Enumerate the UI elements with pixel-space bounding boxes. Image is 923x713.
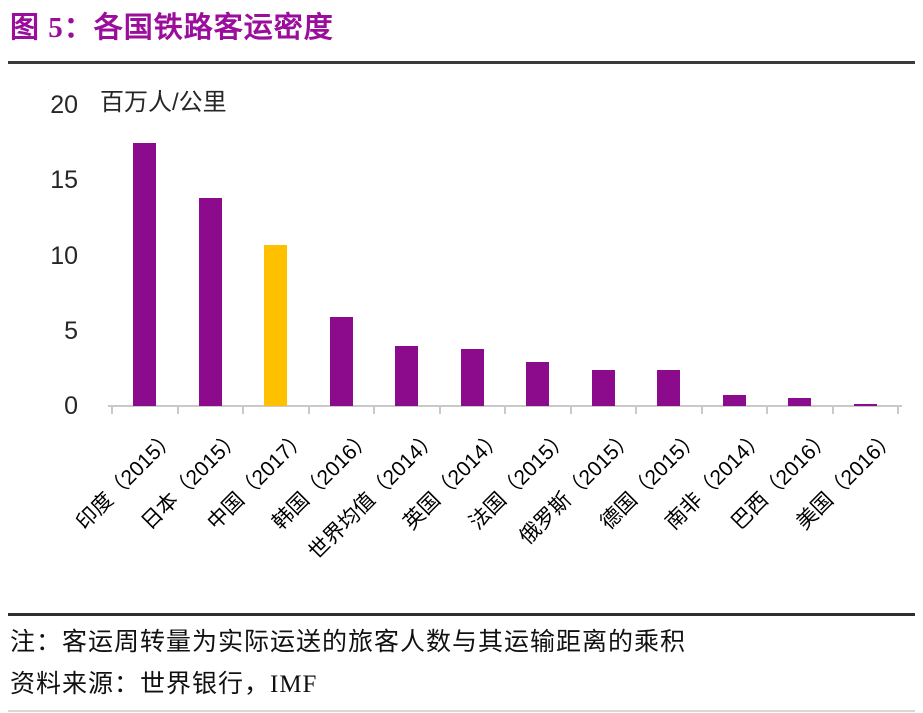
y-axis-tick-label: 10 xyxy=(50,241,78,270)
x-axis-tick-mark xyxy=(766,406,768,414)
x-axis-tick-mark xyxy=(242,406,244,414)
y-axis-tick-label: 20 xyxy=(50,91,78,119)
bar-南非（2014） xyxy=(722,395,746,406)
chart-source: 资料来源：世界银行，IMF xyxy=(10,671,318,698)
bar-日本（2015） xyxy=(198,198,222,406)
x-axis-tick-mark xyxy=(307,406,310,414)
x-axis-tick-mark xyxy=(373,406,375,414)
x-axis-tick-mark xyxy=(635,406,637,414)
y-axis-tick-label: 0 xyxy=(64,392,78,420)
figure-title: 图 5：各国铁路客运密度 xyxy=(10,12,334,44)
x-axis-tick-mark xyxy=(700,406,703,414)
bar-世界均值（2014） xyxy=(395,345,419,406)
x-axis-tick-mark xyxy=(111,406,113,414)
chart-note: 注：客运周转量为实际运送的旅客人数与其运输距离的乘积 xyxy=(10,629,687,656)
y-axis-tick-label: 5 xyxy=(64,316,78,345)
bar-中国（2017） xyxy=(264,244,288,406)
x-axis-tick-mark xyxy=(176,406,179,414)
bar-印度（2015） xyxy=(133,142,157,406)
notes-divider-line xyxy=(8,613,915,616)
bar-巴西（2016） xyxy=(788,398,812,406)
x-axis-tick-mark xyxy=(438,406,441,414)
bar-韩国（2016） xyxy=(329,317,353,406)
bar-德国（2015） xyxy=(657,369,681,406)
title-divider-line xyxy=(8,61,915,64)
y-axis-tick-label: 15 xyxy=(50,166,78,195)
bar-俄罗斯（2015） xyxy=(591,369,615,406)
x-axis-tick-mark xyxy=(504,406,506,414)
x-axis-tick-mark xyxy=(831,406,834,414)
x-axis-tick-mark xyxy=(569,406,572,414)
bottom-border-line xyxy=(8,710,915,712)
y-axis-unit-label: 百万人/公里 xyxy=(100,89,227,116)
bar-法国（2015） xyxy=(526,362,550,406)
bar-英国（2014） xyxy=(460,348,484,406)
bar-美国（2016） xyxy=(853,404,877,406)
x-axis-tick-mark xyxy=(897,406,899,414)
